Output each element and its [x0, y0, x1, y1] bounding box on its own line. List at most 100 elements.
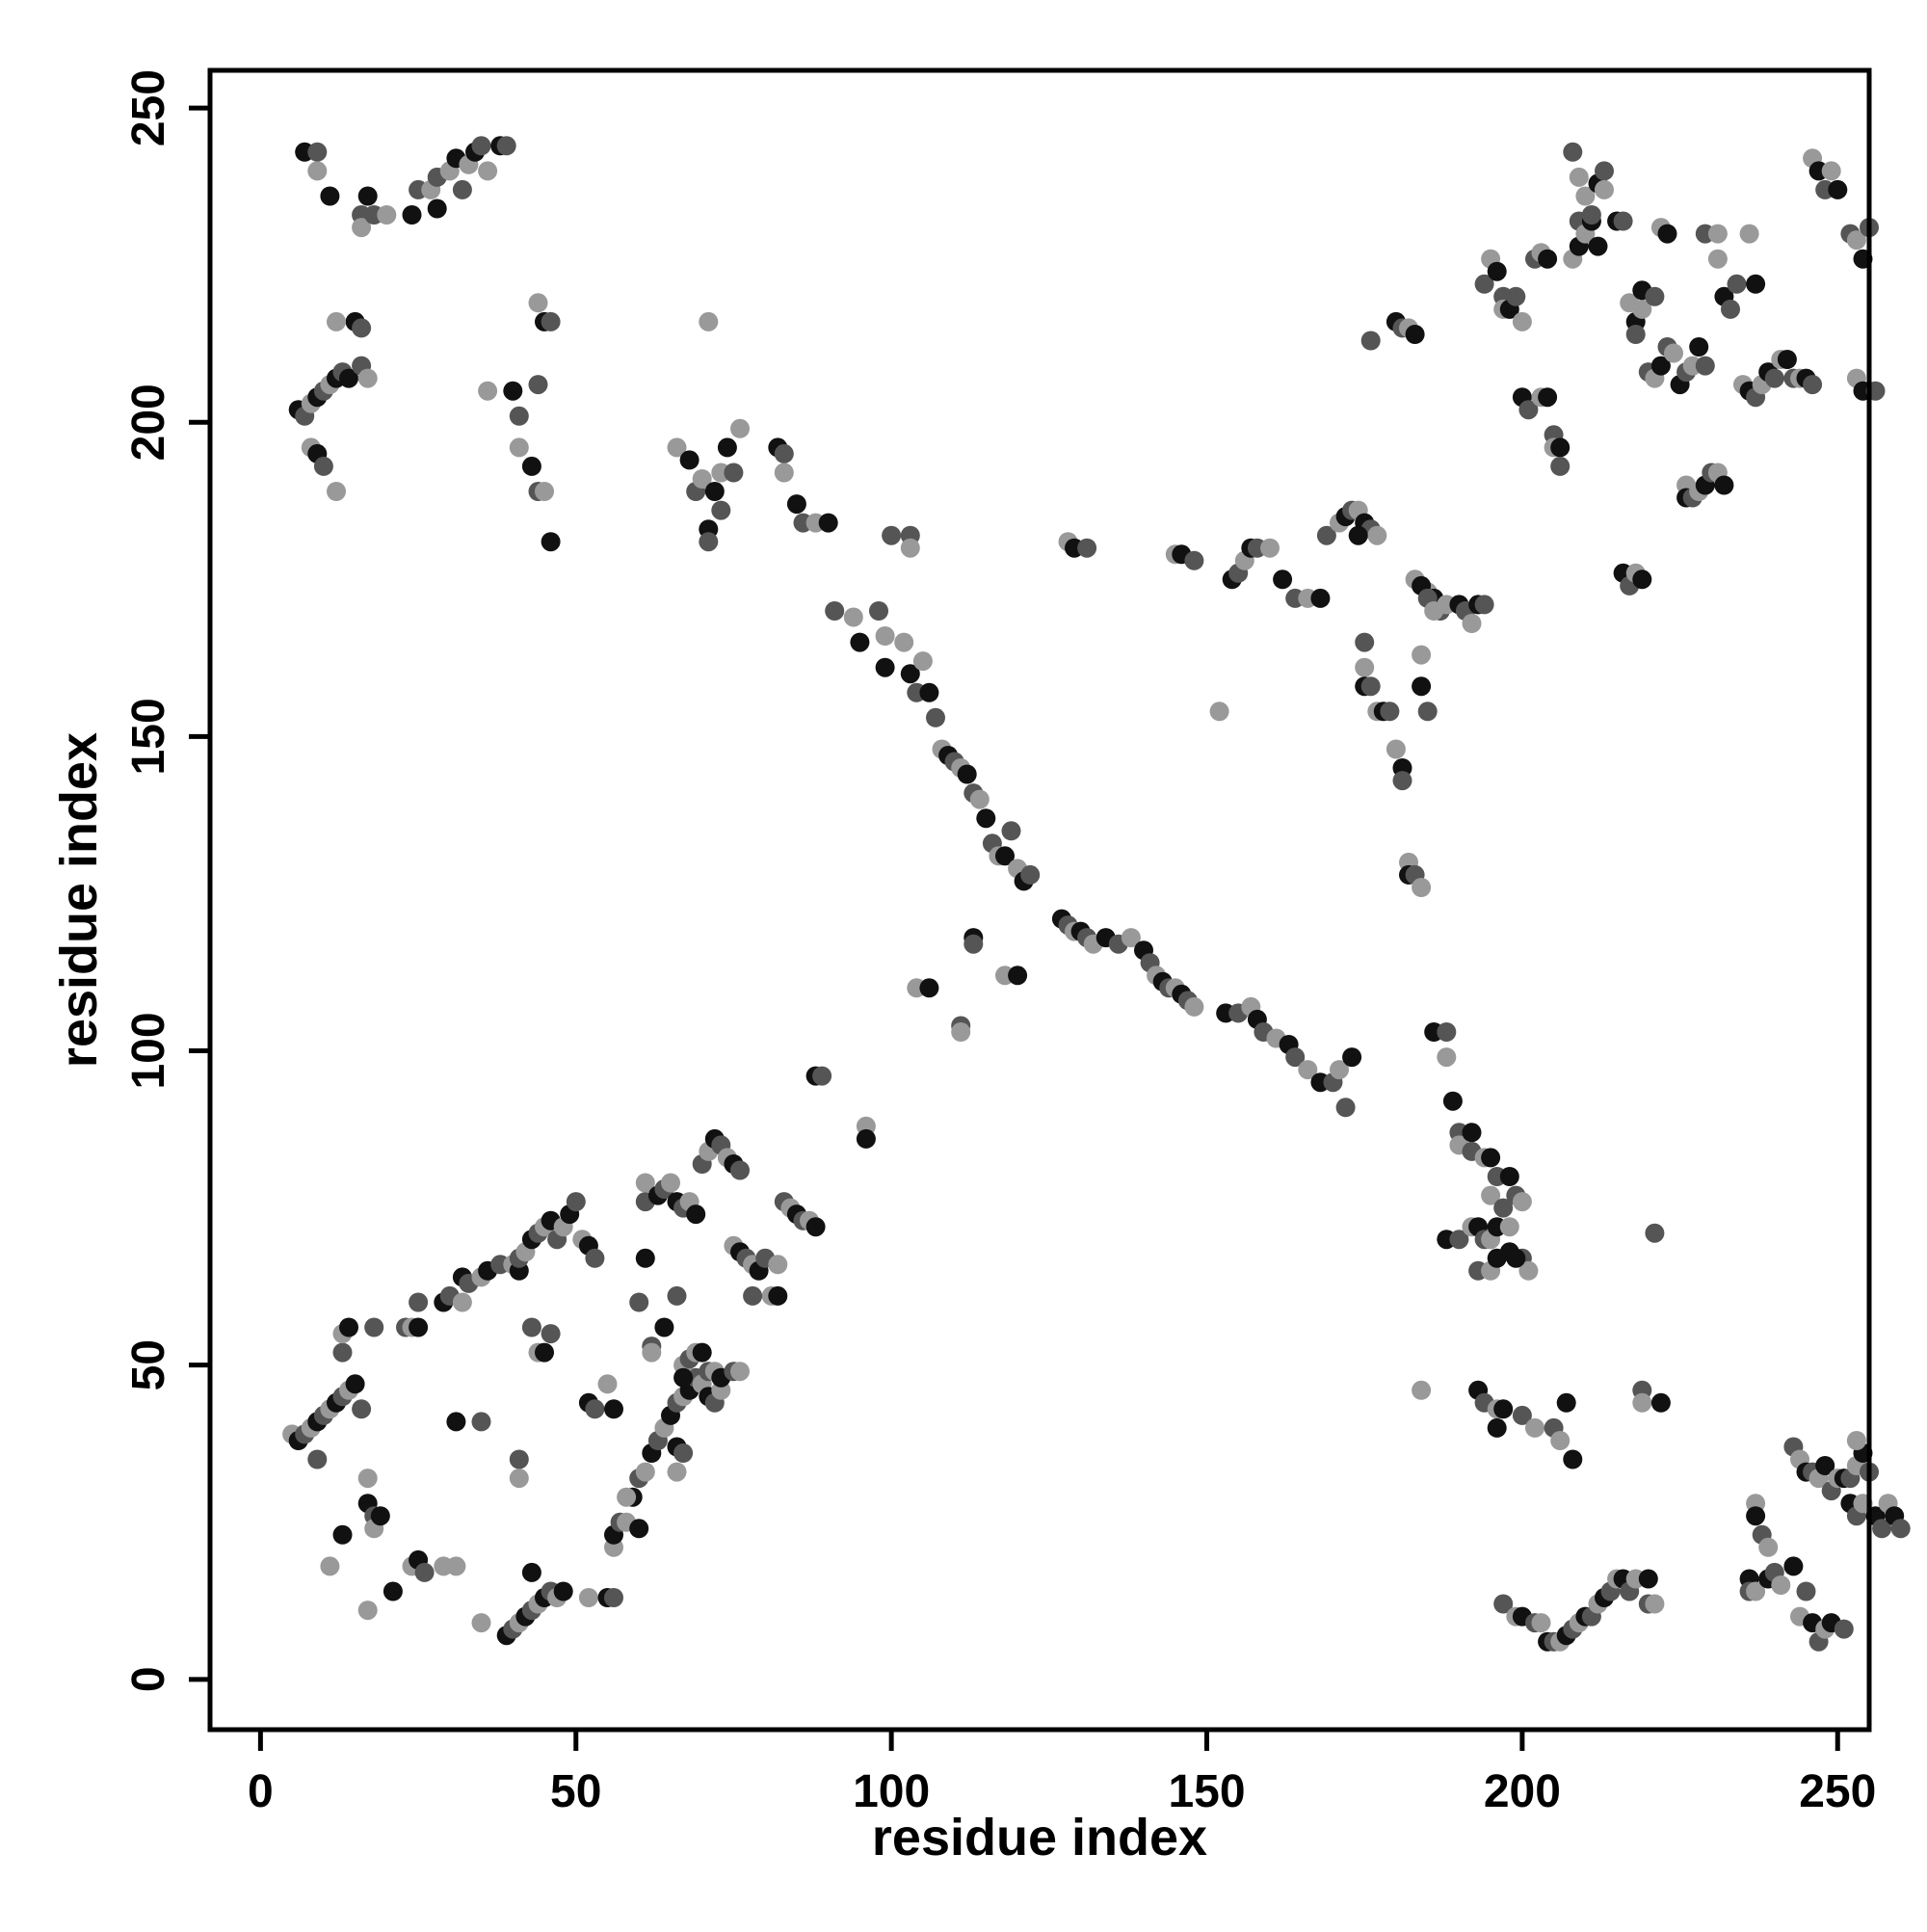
data-point [327, 482, 346, 501]
data-point [1487, 1417, 1507, 1438]
data-point [1638, 1569, 1658, 1589]
data-point [1632, 1392, 1652, 1413]
data-point [1758, 1537, 1779, 1557]
data-point [1506, 286, 1526, 306]
y-tick-label: 50 [123, 1339, 174, 1390]
data-point [692, 1342, 712, 1363]
data-point [856, 1128, 876, 1149]
y-tick-label: 150 [123, 698, 174, 775]
data-point [882, 525, 902, 545]
data-point [1890, 1519, 1911, 1539]
data-point [1657, 224, 1677, 244]
data-point [352, 318, 372, 338]
data-point [1777, 350, 1797, 369]
data-point [496, 136, 516, 156]
data-point [1493, 1594, 1514, 1614]
data-point [535, 482, 554, 501]
data-point [969, 789, 990, 809]
data-point [1417, 701, 1438, 722]
data-point [843, 607, 863, 627]
data-point [1613, 211, 1633, 231]
data-point [1001, 821, 1021, 841]
data-point [724, 463, 744, 483]
data-point [604, 1588, 623, 1607]
data-point [1260, 538, 1280, 558]
data-point [699, 532, 719, 552]
data-point [964, 934, 984, 954]
data-point [339, 1317, 358, 1337]
data-point [1550, 1431, 1571, 1450]
data-point [541, 532, 561, 552]
data-point [869, 601, 888, 621]
data-point [629, 1519, 649, 1539]
data-point [452, 1292, 472, 1312]
data-point [1803, 375, 1823, 395]
data-point [704, 482, 725, 501]
data-point [711, 500, 731, 520]
data-point [919, 682, 939, 702]
data-point [427, 198, 447, 219]
data-point [673, 1367, 694, 1388]
data-point [667, 437, 687, 458]
data-point [1273, 569, 1293, 590]
x-tick-label: 200 [1484, 1766, 1561, 1817]
data-point [1512, 1405, 1532, 1425]
data-point [1512, 311, 1532, 331]
data-point [409, 1317, 429, 1337]
data-point [1020, 864, 1041, 885]
y-tick-label: 200 [123, 384, 174, 461]
data-point [320, 1556, 340, 1576]
data-point [1783, 1556, 1804, 1576]
data-point [1330, 1060, 1349, 1080]
data-point [471, 136, 491, 156]
data-point [1487, 1248, 1507, 1268]
data-point [894, 632, 914, 652]
y-tick-label: 0 [123, 1666, 174, 1692]
data-point [1474, 274, 1494, 294]
data-point [327, 311, 346, 331]
data-point [566, 1192, 586, 1212]
data-point [1828, 179, 1848, 199]
data-point [1412, 878, 1432, 897]
data-point [1872, 1519, 1892, 1539]
data-point [1481, 1185, 1501, 1205]
data-point [635, 1462, 655, 1482]
data-point [357, 368, 378, 388]
data-point [976, 808, 996, 829]
data-point [1721, 299, 1740, 319]
data-point [1493, 1399, 1514, 1419]
data-point [1121, 928, 1141, 948]
data-point [1310, 588, 1331, 608]
data-point [1392, 771, 1412, 791]
data-point [409, 1292, 429, 1312]
data-point [1462, 614, 1482, 633]
data-point [1360, 331, 1381, 351]
data-point [900, 538, 920, 558]
data-point [912, 651, 933, 672]
data-point [667, 1285, 687, 1306]
y-axis-title: residue index [50, 732, 108, 1068]
data-point [521, 1562, 541, 1582]
data-point [585, 1399, 605, 1419]
data-point [1437, 1022, 1457, 1042]
data-point [774, 463, 794, 483]
data-point [339, 368, 358, 388]
data-point [1550, 456, 1571, 476]
data-point [1360, 676, 1381, 697]
data-point [478, 161, 498, 181]
data-point [1298, 1060, 1318, 1080]
data-point [1739, 224, 1759, 244]
data-point [629, 1292, 649, 1312]
data-point [332, 1524, 353, 1545]
data-point [383, 1581, 403, 1601]
data-point [1525, 1417, 1544, 1438]
data-point [1595, 179, 1614, 199]
data-point [1707, 224, 1728, 244]
data-point [535, 1342, 554, 1363]
data-point [364, 1317, 384, 1337]
data-point [1575, 186, 1596, 206]
data-point [541, 311, 561, 331]
y-tick-label: 100 [123, 1012, 174, 1089]
data-point [1746, 1581, 1766, 1601]
data-point [1367, 525, 1387, 545]
